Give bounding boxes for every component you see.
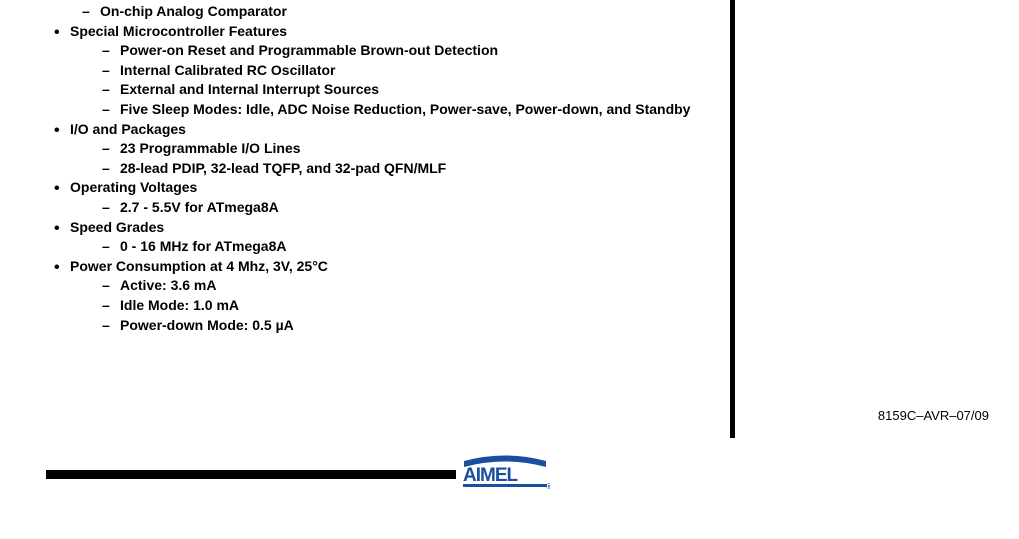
list-item: 0 - 16 MHz for ATmega8A [102,237,730,257]
horizontal-rule [46,470,456,479]
section-item: Speed Grades 0 - 16 MHz for ATmega8A [50,218,730,257]
section-title: Operating Voltages [70,179,197,195]
section-item: Power Consumption at 4 Mhz, 3V, 25°C Acti… [50,257,730,335]
svg-text:AIMEL: AIMEL [463,465,519,486]
list-item: Idle Mode: 1.0 mA [102,296,730,316]
section-sublist: Power-on Reset and Programmable Brown-ou… [102,41,730,119]
orphan-sublist: On-chip Analog Comparator [82,2,730,22]
section-item: I/O and Packages 23 Programmable I/O Line… [50,120,730,179]
section-title: Speed Grades [70,219,164,235]
list-item: Internal Calibrated RC Oscillator [102,61,730,81]
atmel-logo: AIMEL R [460,452,550,492]
section-sublist: 2.7 - 5.5V for ATmega8A [102,198,730,218]
feature-list: On-chip Analog Comparator Special Microc… [0,0,730,335]
section-title: Power Consumption at 4 Mhz, 3V, 25°C [70,258,328,274]
section-item: Special Microcontroller Features Power-on… [50,22,730,120]
list-item: 28-lead PDIP, 32-lead TQFP, and 32-pad Q… [102,159,730,179]
sections-list: Special Microcontroller Features Power-on… [50,22,730,336]
list-item: 2.7 - 5.5V for ATmega8A [102,198,730,218]
svg-text:R: R [548,485,550,489]
section-sublist: 23 Programmable I/O Lines28-lead PDIP, 3… [102,139,730,178]
list-item: On-chip Analog Comparator [82,2,730,22]
list-item: External and Internal Interrupt Sources [102,80,730,100]
section-title: I/O and Packages [70,121,186,137]
section-sublist: 0 - 16 MHz for ATmega8A [102,237,730,257]
section-item: Operating Voltages 2.7 - 5.5V for ATmega8… [50,178,730,217]
list-item: Power-on Reset and Programmable Brown-ou… [102,41,730,61]
document-number: 8159C–AVR–07/09 [878,408,989,423]
section-sublist: Active: 3.6 mAIdle Mode: 1.0 mAPower-dow… [102,276,730,335]
list-item: Five Sleep Modes: Idle, ADC Noise Reduct… [102,100,730,120]
section-title: Special Microcontroller Features [70,23,287,39]
vertical-divider [730,0,735,438]
list-item: Power-down Mode: 0.5 µA [102,316,730,336]
list-item: Active: 3.6 mA [102,276,730,296]
list-item: 23 Programmable I/O Lines [102,139,730,159]
